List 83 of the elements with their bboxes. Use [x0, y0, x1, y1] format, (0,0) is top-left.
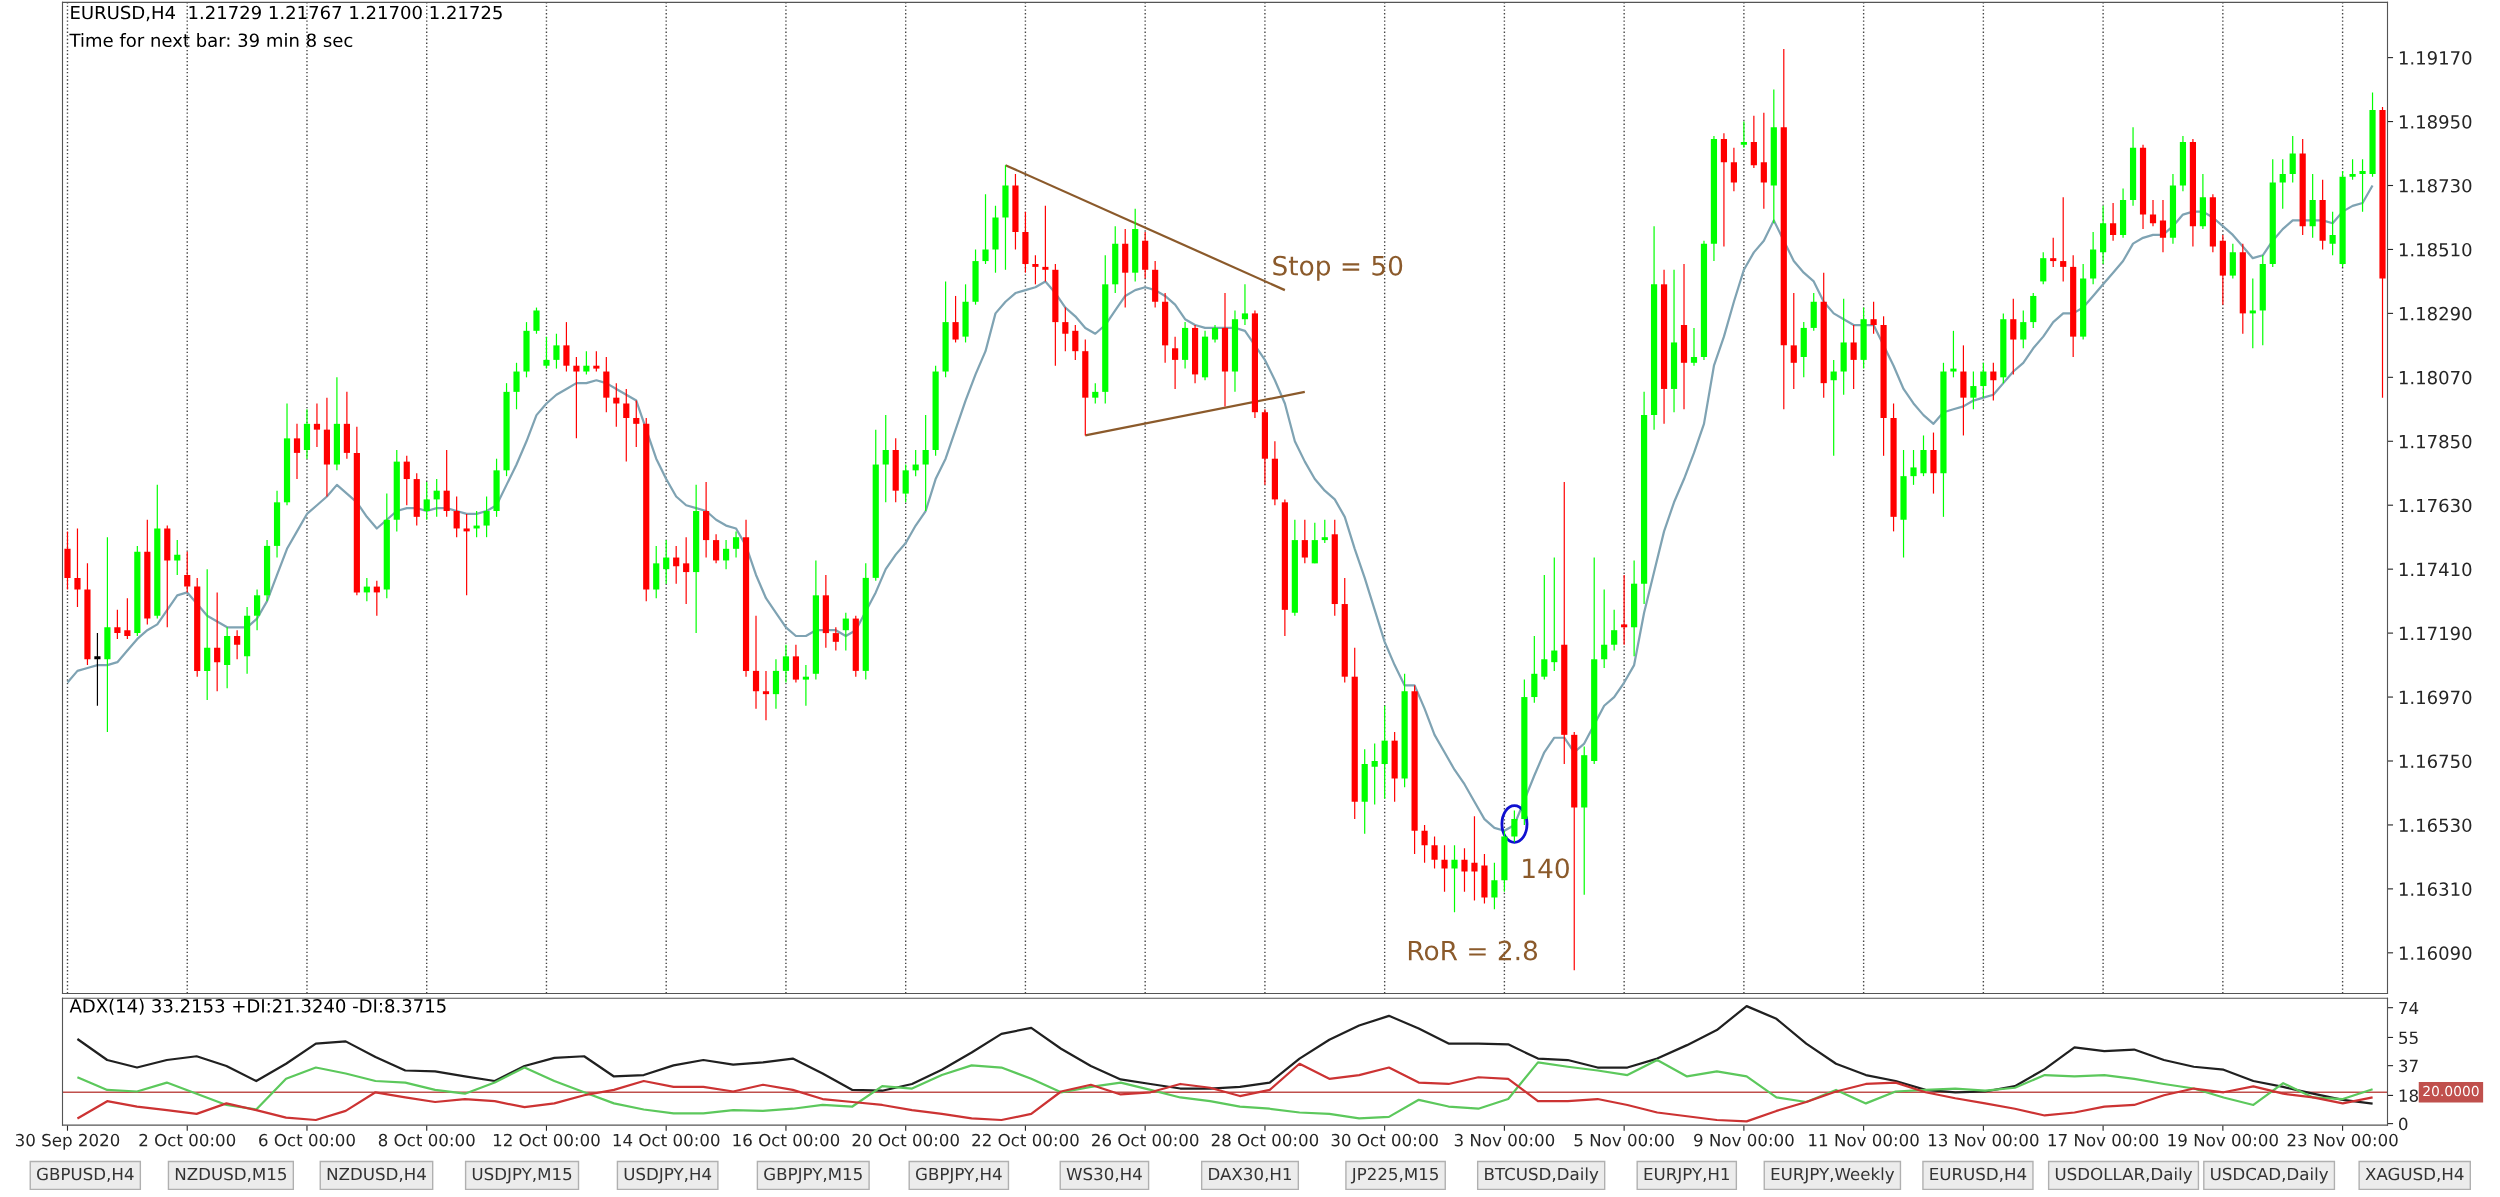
annotation: Stop = 50: [1273, 255, 1403, 281]
candlestick: [1720, 133, 1728, 247]
candlestick: [752, 615, 760, 709]
candlestick: [762, 670, 770, 721]
x-tick-label: 12 Oct 00:00: [493, 1133, 600, 1147]
annotation: RoR = 2.8: [1408, 940, 1538, 961]
y-tick-label: 55: [2399, 1031, 2418, 1045]
candlestick: [1241, 284, 1249, 326]
x-tick-label: 13 Nov 00:00: [1929, 1133, 2039, 1147]
candlestick: [802, 665, 809, 706]
candlestick: [333, 377, 340, 471]
x-tick-label: 30 Oct 00:00: [1331, 1133, 1438, 1147]
candlestick: [323, 397, 331, 497]
text: NZDUSD,M15: [175, 1167, 287, 1182]
y-tick-label: 37: [2399, 1059, 2418, 1073]
y-tick-label: 1.16310: [2399, 882, 2472, 896]
text: XAGUSD,H4: [2365, 1167, 2464, 1182]
y-tick-label: 18: [2399, 1089, 2418, 1102]
text: BTCUSD,Daily: [1485, 1167, 1599, 1184]
text: JP225,M15: [1350, 1167, 1438, 1184]
text: USDJPY,H4: [624, 1167, 712, 1184]
y-tick-label: 1.17630: [2399, 498, 2472, 513]
text: DAX30,H1: [1209, 1167, 1291, 1182]
y-tick-label: 1.16970: [2399, 690, 2472, 705]
text: GBPUSD,H4: [37, 1167, 134, 1182]
x-tick-label: 8 Oct 00:00: [378, 1133, 475, 1147]
candlestick: [1221, 293, 1229, 407]
chart-title: ADX(14) 33.2153 +DI:21.3240 -DI:8.3715: [69, 998, 446, 1015]
x-tick-label: 14 Oct 00:00: [613, 1133, 720, 1147]
y-tick-label: 1.18290: [2399, 306, 2472, 321]
text: Time for next bar: 39 min 8 sec: [69, 33, 353, 48]
y-tick-label: 1.17850: [2399, 434, 2472, 449]
text: EURJPY,H1: [1644, 1167, 1729, 1184]
x-tick-label: 17 Nov 00:00: [2048, 1133, 2159, 1147]
candlestick: [1690, 327, 1698, 366]
text: EURJPY,Weekly: [1771, 1167, 1895, 1184]
y-tick-label: 1.16530: [2399, 818, 2472, 833]
text: NZDUSD,H4: [327, 1167, 426, 1182]
text: USDCAD,Daily: [2211, 1167, 2329, 1184]
text: USDJPY,M15: [472, 1167, 572, 1184]
y-tick-label: 1.17190: [2399, 626, 2472, 641]
x-tick-label: 28 Oct 00:00: [1211, 1133, 1319, 1147]
chart-title: EURUSD,H4 1.21729 1.21767 1.21700 1.21725: [71, 5, 502, 22]
candlestick: [772, 659, 780, 709]
x-tick-label: 20 Oct 00:00: [852, 1133, 959, 1147]
candlestick: [2159, 200, 2167, 253]
candlestick: [1680, 263, 1688, 410]
y-tick-label: 74: [2399, 1001, 2419, 1015]
annotation: 140: [1523, 858, 1569, 879]
candlestick: [732, 531, 740, 558]
candlestick: [313, 403, 321, 448]
x-tick-label: 26 Oct 00:00: [1092, 1133, 1199, 1147]
candlestick: [722, 540, 730, 570]
y-tick-label: 1.18730: [2399, 178, 2472, 193]
candlestick: [293, 423, 301, 480]
text: GBPJPY,M15: [764, 1167, 862, 1184]
y-tick-label: 1.18510: [2399, 242, 2472, 257]
text: GBPJPY,H4: [915, 1167, 1002, 1184]
ref-line-label: 20.0000: [2423, 1085, 2479, 1097]
x-tick-label: 30 Sep 2020: [15, 1133, 120, 1150]
text: EURUSD,H4: [1930, 1167, 2027, 1182]
text: USDOLLAR,Daily: [2055, 1167, 2193, 1184]
x-tick-label: 22 Oct 00:00: [972, 1133, 1079, 1147]
y-tick-label: 1.17410: [2399, 562, 2472, 577]
y-tick-label: 1.16090: [2399, 946, 2472, 960]
x-tick-label: 5 Nov 00:00: [1574, 1133, 1674, 1147]
y-tick-label: 1.18070: [2399, 370, 2472, 385]
candlestick: [2110, 202, 2117, 241]
candlestick: [782, 644, 790, 683]
x-tick-label: 11 Nov 00:00: [1809, 1133, 1919, 1147]
y-tick-label: 0: [2399, 1117, 2408, 1131]
x-tick-label: 6 Oct 00:00: [259, 1133, 355, 1147]
x-tick-label: 23 Nov 00:00: [2287, 1133, 2398, 1147]
x-tick-label: 2 Oct 00:00: [139, 1133, 236, 1147]
y-tick-label: 1.16750: [2399, 754, 2472, 769]
x-tick-label: 9 Nov 00:00: [1694, 1133, 1794, 1147]
x-tick-label: 3 Nov 00:00: [1454, 1133, 1555, 1147]
text: WS30,H4: [1066, 1167, 1142, 1182]
y-tick-label: 1.19170: [2399, 51, 2472, 65]
x-tick-label: 19 Nov 00:00: [2168, 1133, 2278, 1147]
candlestick: [1670, 269, 1678, 413]
y-tick-label: 1.18950: [2399, 115, 2472, 129]
x-tick-label: 16 Oct 00:00: [733, 1133, 840, 1147]
